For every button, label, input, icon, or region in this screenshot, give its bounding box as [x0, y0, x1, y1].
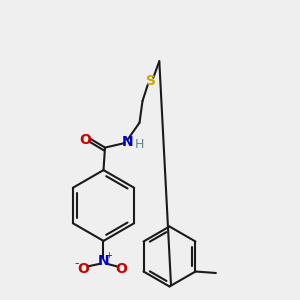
Text: N: N [122, 135, 133, 149]
Text: O: O [77, 262, 89, 276]
Text: H: H [135, 138, 144, 151]
Text: O: O [80, 133, 92, 147]
Text: +: + [106, 251, 112, 260]
Text: S: S [146, 74, 156, 88]
Text: O: O [116, 262, 128, 276]
Text: -: - [74, 257, 79, 270]
Text: N: N [98, 254, 109, 268]
